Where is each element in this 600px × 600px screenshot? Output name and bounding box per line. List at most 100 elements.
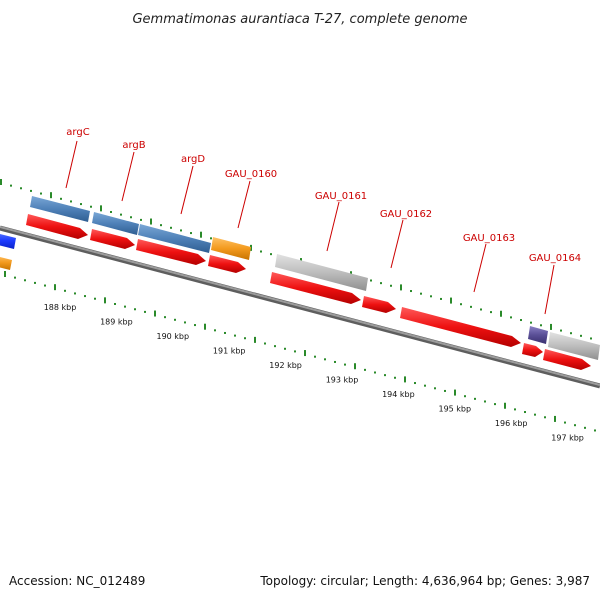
inner-major-tick (104, 297, 106, 304)
outer-minor-tick (190, 232, 192, 235)
outer-minor-tick (570, 332, 572, 335)
feature-argC[interactable] (30, 196, 90, 222)
outer-minor-tick (40, 192, 42, 195)
outer-minor-tick (10, 184, 12, 187)
kbp-tick-label: 188 kbp (44, 303, 77, 312)
outer-minor-tick (410, 290, 412, 293)
gene-label-argD[interactable]: argD (181, 154, 205, 165)
inner-minor-tick (74, 292, 76, 295)
outer-minor-tick (590, 337, 592, 340)
outer-minor-tick (60, 197, 62, 200)
outer-minor-tick (470, 305, 472, 308)
genome-summary-label: Topology: circular; Length: 4,636,964 bp… (260, 574, 590, 588)
feature-offscreen-blue[interactable] (0, 232, 16, 249)
kbp-tick-label: 196 kbp (495, 419, 528, 428)
inner-minor-tick (374, 371, 376, 374)
gene-callout-GAU_0162: GAU_0162 (380, 209, 432, 269)
gene-callout-argC: argC (65, 127, 90, 189)
gene-callout-GAU_0163: GAU_0163 (463, 233, 515, 293)
outer-major-tick (0, 179, 2, 185)
inner-major-tick (204, 323, 206, 330)
inner-major-tick (404, 376, 406, 383)
outer-major-tick (250, 244, 252, 251)
inner-minor-tick (324, 358, 326, 361)
outer-minor-tick (70, 200, 72, 203)
inner-minor-tick (114, 302, 116, 305)
feature-GAU_0160[interactable] (211, 237, 251, 260)
inner-minor-tick (594, 429, 596, 432)
feature-cds-i[interactable] (543, 349, 591, 370)
inner-minor-tick (484, 400, 486, 403)
outer-major-tick (50, 192, 52, 199)
outer-minor-tick (420, 292, 422, 295)
outer-major-tick (100, 205, 102, 212)
reverse-strand-track (0, 214, 591, 370)
inner-minor-tick (434, 387, 436, 390)
gene-callout-argD: argD (180, 154, 205, 215)
gene-label-GAU_0160[interactable]: GAU_0160 (225, 169, 277, 180)
feature-cds-c[interactable] (136, 239, 206, 265)
feature-cds-d[interactable] (208, 255, 246, 273)
gene-label-argB[interactable]: argB (122, 140, 145, 151)
outer-minor-tick (430, 295, 432, 298)
inner-minor-tick (334, 360, 336, 363)
genome-backbone (0, 225, 600, 389)
outer-minor-tick (530, 321, 532, 324)
inner-minor-tick (474, 397, 476, 400)
inner-minor-tick (64, 289, 66, 292)
inner-major-tick (454, 389, 456, 396)
inner-major-tick (354, 363, 356, 370)
gene-label-GAU_0162[interactable]: GAU_0162 (380, 209, 432, 220)
feature-GAU_0164[interactable] (548, 332, 600, 360)
gene-label-GAU_0164[interactable]: GAU_0164 (529, 253, 581, 264)
outer-minor-tick (580, 334, 582, 337)
outer-major-tick (550, 323, 552, 330)
inner-minor-tick (564, 421, 566, 424)
inner-minor-tick (294, 350, 296, 353)
inner-minor-tick (514, 408, 516, 411)
inner-minor-tick (174, 318, 176, 321)
outer-minor-tick (120, 213, 122, 216)
inner-minor-tick (164, 316, 166, 319)
feature-argD[interactable] (138, 224, 211, 253)
inner-major-tick (54, 284, 56, 291)
outer-minor-tick (440, 297, 442, 300)
feature-offscreen-orange[interactable] (0, 255, 12, 270)
feature-cds-a[interactable] (26, 214, 88, 239)
inner-major-tick (504, 402, 506, 409)
outer-major-tick (500, 310, 502, 317)
outer-minor-tick (370, 279, 372, 282)
inner-minor-tick (84, 295, 86, 298)
inner-minor-tick (144, 310, 146, 313)
feature-GAU_0161[interactable] (275, 254, 368, 291)
feature-GAU_0163[interactable] (528, 326, 548, 344)
gene-label-argC[interactable]: argC (66, 127, 89, 138)
kbp-tick-label: 190 kbp (156, 332, 189, 341)
gene-callout-argB: argB (121, 140, 146, 202)
gene-callout-GAU_0160: GAU_0160 (225, 169, 277, 229)
inner-minor-tick (394, 376, 396, 379)
outer-minor-tick (110, 210, 112, 213)
kbp-tick-label: 193 kbp (326, 376, 359, 385)
kbp-tick-label: 191 kbp (213, 347, 246, 356)
kbp-tick-label: 194 kbp (382, 390, 415, 399)
inner-minor-tick (314, 355, 316, 358)
outer-minor-tick (30, 189, 32, 192)
feature-cds-g[interactable] (400, 307, 521, 347)
feature-cds-f[interactable] (362, 296, 396, 313)
feature-cds-b[interactable] (90, 229, 135, 249)
outer-minor-tick (390, 284, 392, 287)
gene-label-GAU_0161[interactable]: GAU_0161 (315, 191, 367, 202)
inner-minor-tick (424, 384, 426, 387)
gene-label-GAU_0163[interactable]: GAU_0163 (463, 233, 515, 244)
kbp-tick-label: 197 kbp (551, 434, 584, 443)
feature-argB[interactable] (92, 212, 139, 235)
feature-cds-h[interactable] (522, 343, 543, 357)
inner-minor-tick (94, 297, 96, 300)
inner-minor-tick (274, 345, 276, 348)
inner-tick-ring (4, 271, 596, 432)
feature-cds-e[interactable] (270, 272, 361, 304)
inner-minor-tick (464, 395, 466, 398)
outer-minor-tick (460, 303, 462, 306)
